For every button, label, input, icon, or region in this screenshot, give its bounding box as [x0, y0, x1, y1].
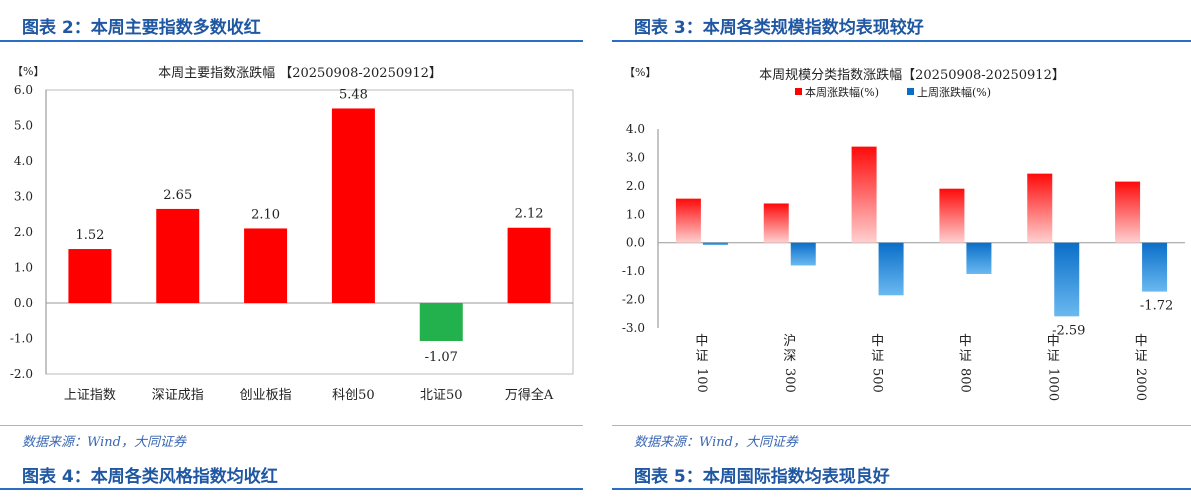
figure-3-header: 图表 3：本周各类规模指数均表现较好: [634, 18, 924, 38]
y-tick-label: -1.0: [10, 332, 33, 346]
x-tick-label-number: 300: [782, 368, 797, 393]
bar-this-week-中证500: [851, 146, 877, 243]
bar-创业板指: [244, 228, 288, 303]
y-axis-unit-label: 【%】: [624, 66, 656, 79]
figure-4-header-rule: [0, 488, 583, 490]
x-tick-label: 中证: [871, 334, 884, 364]
bar-last-week-沪深300: [790, 242, 816, 266]
figure-2-header-rule: [0, 40, 583, 42]
bar-last-week-中证100: [702, 242, 728, 245]
y-tick-label: 3.0: [14, 190, 33, 204]
legend-swatch-this-week: [795, 88, 802, 95]
y-tick-label: 0.0: [626, 236, 645, 250]
bar-value-label: 5.48: [339, 87, 368, 102]
figure-4-header: 图表 4：本周各类风格指数均收红: [22, 467, 278, 487]
x-tick-label-number: 500: [870, 368, 885, 393]
y-tick-label: 1.0: [14, 261, 33, 275]
bar-value-label: 2.12: [515, 207, 544, 222]
y-tick-label: 2.0: [626, 179, 645, 193]
bar-value-label: -2.59: [1052, 323, 1085, 338]
x-tick-label: 创业板指: [240, 388, 292, 403]
source-note-left: 数据来源：Wind，大同证券: [22, 435, 186, 450]
y-tick-label: 5.0: [14, 119, 33, 133]
y-tick-label: 3.0: [626, 150, 645, 164]
legend-label-last-week: 上周涨跌幅(%): [917, 85, 991, 99]
y-tick-label: 6.0: [14, 83, 33, 97]
bar-北证50: [419, 303, 463, 341]
y-tick-label: 4.0: [14, 154, 33, 168]
bar-value-label: -1.07: [425, 350, 458, 365]
x-tick-label: 科创50: [332, 388, 375, 403]
x-tick-label: 北证50: [420, 388, 463, 403]
bar-深证成指: [156, 208, 200, 303]
chart-title: 本周主要指数涨跌幅 【20250908-20250912】: [158, 65, 442, 81]
y-tick-label: 1.0: [626, 207, 645, 221]
x-tick-label-number: 800: [957, 368, 972, 393]
y-tick-label: -2.0: [622, 293, 645, 307]
bar-this-week-沪深300: [763, 203, 789, 243]
y-tick-label: 4.0: [626, 122, 645, 136]
bar-value-label: 1.52: [75, 228, 104, 243]
bar-last-week-中证800: [966, 242, 992, 274]
plot-area-frame: [45, 89, 574, 375]
bar-科创50: [331, 108, 375, 304]
right-bottom-rule: [612, 425, 1191, 426]
figure-5-header: 图表 5：本周国际指数均表现良好: [634, 467, 890, 487]
figure-5-header-rule: [612, 488, 1191, 490]
y-axis-unit-label: 【%】: [12, 65, 44, 78]
legend-label-this-week: 本周涨跌幅(%): [805, 85, 879, 99]
x-tick-label: 深证成指: [152, 388, 204, 403]
x-tick-label: 上证指数: [64, 388, 116, 403]
x-tick-label-number: 1000: [1045, 368, 1060, 401]
x-tick-label: 中证: [695, 334, 708, 364]
bar-万得全A: [507, 227, 551, 303]
y-tick-label: 2.0: [14, 225, 33, 239]
x-tick-label-number: 100: [694, 368, 709, 393]
bar-last-week-中证1000: [1054, 242, 1080, 317]
bar-this-week-中证100: [675, 198, 701, 243]
bar-this-week-中证800: [939, 188, 965, 243]
x-tick-label: 万得全A: [505, 387, 554, 403]
y-tick-label: 0.0: [14, 296, 33, 310]
bar-this-week-中证2000: [1115, 181, 1141, 243]
bar-last-week-中证2000: [1142, 242, 1168, 292]
legend-swatch-last-week: [907, 88, 914, 95]
figure-2-header: 图表 2：本周主要指数多数收红: [22, 18, 261, 38]
main-index-bar-chart: 本周主要指数涨跌幅 【20250908-20250912】 【%】 6.0 5.0 4.…: [10, 65, 574, 403]
bar-value-label: 2.10: [251, 207, 280, 222]
x-tick-label-number: 2000: [1133, 368, 1148, 401]
figure-3-header-rule: [612, 40, 1191, 42]
y-tick-label: -2.0: [10, 367, 33, 381]
x-tick-label: 中证: [1135, 334, 1148, 364]
left-bottom-rule: [0, 425, 583, 426]
bar-last-week-中证500: [878, 242, 904, 296]
size-index-bar-chart: 本周规模分类指数涨跌幅【20250908-20250912】 【%】本周涨跌幅(%…: [622, 66, 1185, 401]
source-note-right: 数据来源：Wind，大同证券: [634, 435, 798, 450]
y-tick-label: -1.0: [622, 264, 645, 278]
x-tick-label: 中证: [1047, 334, 1060, 364]
chart-title: 本周规模分类指数涨跌幅【20250908-20250912】: [759, 67, 1065, 83]
bar-上证指数: [68, 249, 112, 303]
x-tick-label: 沪深: [783, 333, 796, 364]
bar-this-week-中证1000: [1027, 173, 1053, 243]
x-tick-label: 中证: [959, 334, 972, 364]
y-tick-label: -3.0: [622, 321, 645, 335]
bar-value-label: 2.65: [163, 188, 192, 203]
bar-value-label: -1.72: [1140, 299, 1173, 314]
